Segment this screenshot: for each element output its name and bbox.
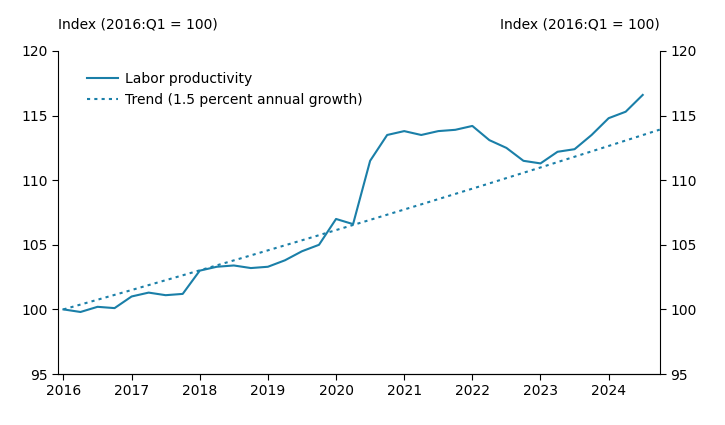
- Trend (1.5 percent annual growth): [59, 307, 68, 312]
- Labor productivity: [144, 290, 153, 295]
- Line: Trend (1.5 percent annual growth): Trend (1.5 percent annual growth): [64, 130, 660, 309]
- Trend (1.5 percent annual growth): [382, 212, 391, 218]
- Labor productivity: [178, 292, 187, 297]
- Labor productivity: [332, 216, 341, 221]
- Line: Labor productivity: Labor productivity: [64, 95, 643, 312]
- Labor productivity: [434, 128, 443, 133]
- Labor productivity: [366, 158, 375, 163]
- Labor productivity: [417, 133, 426, 138]
- Labor productivity: [281, 258, 289, 263]
- Labor productivity: [605, 116, 613, 121]
- Labor productivity: [298, 249, 307, 254]
- Labor productivity: [451, 127, 460, 132]
- Labor productivity: [571, 147, 579, 152]
- Trend (1.5 percent annual growth): [655, 127, 664, 132]
- Labor productivity: [485, 138, 494, 143]
- Labor productivity: [519, 158, 528, 163]
- Labor productivity: [553, 149, 562, 154]
- Labor productivity: [536, 161, 545, 166]
- Labor productivity: [212, 264, 221, 269]
- Labor productivity: [383, 133, 392, 138]
- Labor productivity: [94, 304, 102, 309]
- Labor productivity: [247, 266, 255, 271]
- Text: Index (2016:Q1 = 100): Index (2016:Q1 = 100): [58, 17, 217, 31]
- Labor productivity: [162, 293, 170, 298]
- Legend: Labor productivity, Trend (1.5 percent annual growth): Labor productivity, Trend (1.5 percent a…: [83, 68, 366, 111]
- Labor productivity: [502, 145, 511, 150]
- Trend (1.5 percent annual growth): [414, 203, 423, 208]
- Labor productivity: [128, 294, 136, 299]
- Trend (1.5 percent annual growth): [342, 224, 351, 230]
- Labor productivity: [110, 306, 119, 311]
- Labor productivity: [230, 263, 239, 268]
- Labor productivity: [621, 109, 630, 114]
- Labor productivity: [264, 264, 273, 269]
- Labor productivity: [196, 268, 204, 273]
- Labor productivity: [59, 307, 68, 312]
- Trend (1.5 percent annual growth): [641, 132, 650, 137]
- Text: Index (2016:Q1 = 100): Index (2016:Q1 = 100): [500, 17, 660, 31]
- Labor productivity: [76, 309, 85, 314]
- Labor productivity: [639, 92, 647, 97]
- Trend (1.5 percent annual growth): [346, 223, 355, 228]
- Labor productivity: [468, 123, 477, 128]
- Labor productivity: [400, 128, 409, 133]
- Labor productivity: [315, 242, 323, 247]
- Labor productivity: [587, 133, 596, 138]
- Labor productivity: [349, 221, 357, 227]
- Trend (1.5 percent annual growth): [548, 161, 557, 166]
